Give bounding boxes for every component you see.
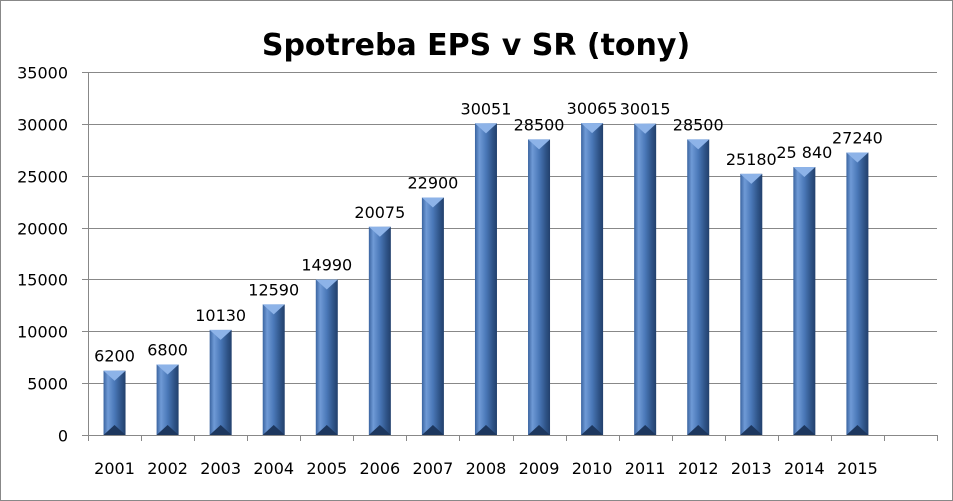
- data-label: 28500: [514, 115, 565, 134]
- bar-top-bevel: [368, 226, 391, 237]
- x-tick-label: 2006: [359, 459, 400, 478]
- bar-top-bevel: [687, 139, 710, 150]
- bar: [581, 123, 604, 436]
- bar-top-bevel: [634, 123, 657, 134]
- x-tick-label: 2008: [466, 459, 507, 478]
- bar: [846, 152, 869, 435]
- bar-bottom-bevel: [421, 425, 444, 435]
- data-label: 6200: [94, 347, 135, 366]
- bar-top-bevel: [528, 139, 551, 150]
- data-label: 12590: [248, 280, 299, 299]
- bar: [421, 197, 444, 435]
- x-tick-label: 2009: [519, 459, 560, 478]
- bar: [156, 364, 179, 435]
- bar-bottom-bevel: [528, 425, 551, 435]
- data-label: 30065: [567, 99, 618, 118]
- y-tick-label: 15000: [17, 271, 68, 290]
- data-label: 27240: [832, 128, 883, 147]
- bar-top-bevel: [740, 173, 763, 184]
- bar: [528, 139, 551, 435]
- bar-top-bevel: [846, 152, 869, 163]
- bar-top-bevel: [156, 364, 179, 375]
- bar-top-bevel: [262, 304, 285, 315]
- bar-top-bevel: [209, 329, 232, 340]
- y-tick-label: 20000: [17, 220, 68, 239]
- bar-bottom-bevel: [687, 425, 710, 435]
- bar-bottom-bevel: [315, 425, 338, 435]
- data-label: 10130: [195, 306, 246, 325]
- bar-bottom-bevel: [209, 425, 232, 435]
- bar: [793, 167, 816, 435]
- bar-bottom-bevel: [793, 425, 816, 435]
- bar: [103, 370, 126, 435]
- x-tick-label: 2015: [837, 459, 878, 478]
- y-tick-label: 10000: [17, 323, 68, 342]
- data-label: 25180: [726, 150, 777, 169]
- bar-top-bevel: [315, 279, 338, 290]
- bar-bottom-bevel: [474, 425, 497, 435]
- bar-bottom-bevel: [634, 425, 657, 435]
- x-tick-label: 2004: [253, 459, 294, 478]
- bar-top-bevel: [793, 167, 816, 178]
- bar: [315, 279, 338, 435]
- x-tick-label: 2003: [200, 459, 241, 478]
- data-label: 14990: [301, 256, 352, 275]
- bar: [209, 329, 232, 435]
- bar-top-bevel: [581, 123, 604, 134]
- bar-bottom-bevel: [368, 425, 391, 435]
- bar-bottom-bevel: [103, 425, 126, 435]
- data-label: 20075: [354, 203, 405, 222]
- bar-bottom-bevel: [846, 425, 869, 435]
- bar: [687, 139, 710, 435]
- chart-title: Spotreba EPS v SR (tony): [262, 28, 690, 63]
- bar: [634, 123, 657, 435]
- x-tick-label: 2014: [784, 459, 825, 478]
- data-label: 30015: [620, 100, 671, 119]
- data-label: 22900: [407, 173, 458, 192]
- y-tick-label: 5000: [27, 375, 68, 394]
- y-tick-label: 25000: [17, 168, 68, 187]
- x-tick-label: 2001: [94, 459, 135, 478]
- x-tick-label: 2011: [625, 459, 666, 478]
- y-tick-label: 0: [58, 427, 68, 446]
- bar-bottom-bevel: [156, 425, 179, 435]
- bar-bottom-bevel: [740, 425, 763, 435]
- x-tick-label: 2012: [678, 459, 719, 478]
- bar: [474, 123, 497, 436]
- bar: [740, 173, 763, 436]
- bar: [368, 226, 391, 435]
- bar-top-bevel: [421, 197, 444, 208]
- bar: [262, 304, 285, 435]
- x-tick-label: 2005: [306, 459, 347, 478]
- bar-bottom-bevel: [262, 425, 285, 435]
- data-label: 30051: [461, 99, 512, 118]
- data-label: 6800: [147, 340, 188, 359]
- bar-top-bevel: [103, 370, 126, 381]
- x-tick-label: 2002: [147, 459, 188, 478]
- y-tick-label: 30000: [17, 116, 68, 135]
- x-tick-label: 2007: [413, 459, 454, 478]
- data-label: 25 840: [776, 143, 832, 162]
- bar-top-bevel: [474, 123, 497, 134]
- y-tick-label: 35000: [17, 64, 68, 83]
- data-label: 28500: [673, 115, 724, 134]
- x-tick-label: 2010: [572, 459, 613, 478]
- x-tick-label: 2013: [731, 459, 772, 478]
- bar-bottom-bevel: [581, 425, 604, 435]
